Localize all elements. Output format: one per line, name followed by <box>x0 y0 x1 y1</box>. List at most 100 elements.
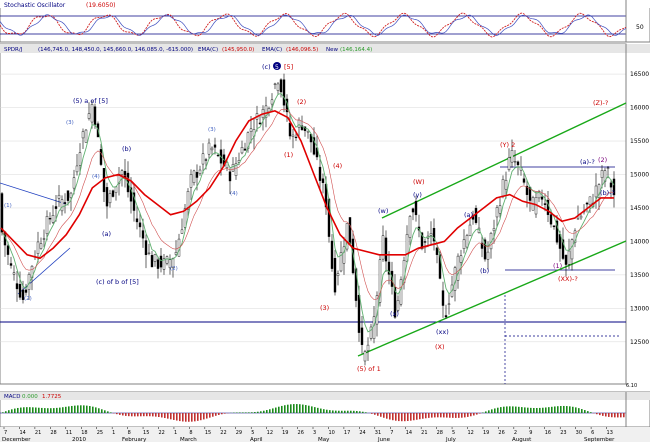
candle-body <box>271 100 273 104</box>
candle-body <box>115 187 117 193</box>
candle-body <box>385 238 387 261</box>
macd-bar <box>605 413 607 416</box>
macd-bar <box>203 413 205 419</box>
y-tick-label: 13500 <box>630 272 649 279</box>
axis-corner-label: 6.10 <box>626 383 637 389</box>
macd-bar <box>614 413 616 417</box>
macd-bar <box>74 406 76 413</box>
candle-body <box>142 231 144 239</box>
macd-bar <box>548 407 550 413</box>
macd-bar <box>374 413 376 415</box>
x-day-tick: 12 <box>267 430 273 436</box>
macd-bar <box>350 411 352 413</box>
macd-bar <box>536 408 538 413</box>
y-tick-label: 13000 <box>630 305 649 312</box>
macd-bar <box>476 413 478 415</box>
candle-body <box>157 260 159 269</box>
macd-bar <box>185 413 187 422</box>
label-c: (c) <box>262 63 271 71</box>
macd-bar <box>2 412 4 413</box>
macd-bar <box>479 413 481 414</box>
x-day-tick: 8 <box>189 430 192 436</box>
label-2-red: (2) <box>297 98 306 106</box>
price-axis: 1250013000135001400014500150001550016000… <box>630 71 649 346</box>
macd-bar <box>545 407 547 413</box>
macd-bar <box>326 410 328 413</box>
x-day-tick: 28 <box>437 430 443 436</box>
x-day-tick: 22 <box>159 430 165 436</box>
macd-bar <box>500 407 502 413</box>
candle-body <box>496 207 498 217</box>
x-day-tick: 16 <box>545 430 551 436</box>
macd-bar <box>353 411 355 413</box>
macd-bar <box>620 413 622 417</box>
macd-bar <box>389 413 391 420</box>
label-y-blue: (y) <box>413 191 422 199</box>
label-b-question: (b)-? <box>600 189 615 197</box>
candle-body <box>136 219 138 222</box>
candle-body <box>10 264 12 266</box>
candle-body <box>79 153 81 166</box>
candle-body <box>475 208 477 223</box>
macd-bar <box>236 412 238 413</box>
label-1-red: (1) <box>284 151 293 159</box>
x-day-tick: 19 <box>282 430 288 436</box>
x-month-label: February <box>122 437 147 442</box>
candle-body <box>49 218 51 219</box>
macd-bar <box>425 413 427 418</box>
macd-bar <box>209 413 211 418</box>
macd-bar <box>530 408 532 413</box>
candle-body <box>211 148 213 150</box>
macd-bar <box>452 413 454 418</box>
candle-body <box>505 180 507 189</box>
macd-bar <box>224 413 226 414</box>
macd-bar <box>611 413 613 417</box>
candle-body <box>361 328 363 345</box>
candle-body <box>109 193 111 202</box>
candle-body <box>502 179 504 196</box>
label-2-small: (2) <box>24 296 32 302</box>
label-x-blue: (x) <box>390 310 399 318</box>
x-day-tick: 21 <box>421 430 427 436</box>
x-day-tick: 5 <box>452 430 455 436</box>
x-day-tick: 3 <box>313 430 316 436</box>
macd-bar <box>140 413 142 416</box>
macd-bar <box>257 412 259 413</box>
label-2-purple: (2) <box>598 156 607 164</box>
candle-body <box>46 216 48 233</box>
candle-body <box>337 274 339 276</box>
candle-body <box>400 280 402 305</box>
macd-bar <box>260 411 262 413</box>
macd-bar <box>320 409 322 413</box>
macd-bar <box>272 408 274 413</box>
macd-bar <box>155 413 157 417</box>
macd-bar <box>275 408 277 413</box>
macd-bar <box>524 407 526 413</box>
candle-body <box>568 251 570 264</box>
candle-body <box>259 123 261 124</box>
macd-bar <box>23 407 25 413</box>
macd-bar <box>110 412 112 413</box>
macd-bar <box>443 413 445 417</box>
candle-body <box>196 172 198 177</box>
label-1-small: (1) <box>4 203 12 209</box>
label-b-left: (b) <box>122 145 131 153</box>
label-3-small: (3) <box>66 120 74 126</box>
macd-bar <box>245 412 247 413</box>
macd-bar <box>464 413 466 417</box>
macd-bar <box>134 413 136 416</box>
macd-bar <box>398 413 400 421</box>
candle-body <box>100 149 102 164</box>
x-month-label: June <box>377 437 391 442</box>
y-tick-label: 15000 <box>630 171 649 178</box>
candle-body <box>55 206 57 208</box>
macd-bar <box>218 413 220 415</box>
macd-bar <box>470 413 472 416</box>
macd-bar <box>563 406 565 413</box>
macd-bar <box>329 410 331 413</box>
candle-body <box>229 172 231 181</box>
x-day-tick: 18 <box>81 430 87 436</box>
macd-bar <box>305 405 307 413</box>
macd-bar <box>509 406 511 413</box>
macd-bar <box>473 413 475 415</box>
